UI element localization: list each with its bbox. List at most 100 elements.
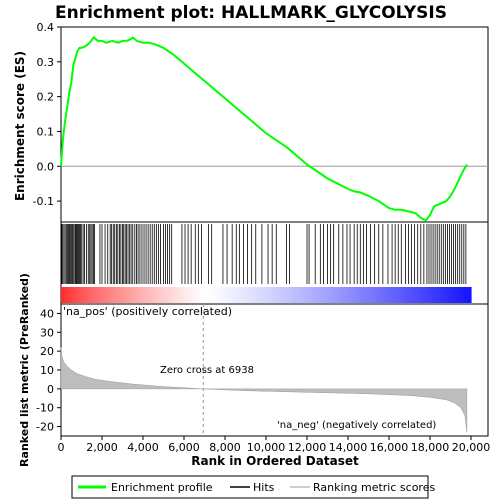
heat-cell: [214, 287, 219, 303]
heat-cell: [313, 287, 318, 303]
heat-cell: [184, 287, 189, 303]
heat-cell: [255, 287, 260, 303]
heat-cell: [146, 287, 151, 303]
metric-tick-label: 40: [40, 307, 54, 320]
heat-cell: [95, 287, 100, 303]
heat-cell: [402, 287, 407, 303]
metric-tick-label: 10: [40, 364, 54, 377]
heat-cell: [64, 287, 69, 303]
heat-cell: [320, 287, 325, 303]
pos-annotation: 'na_pos' (positively correlated): [63, 305, 232, 318]
x-tick-label: 16,000: [370, 441, 409, 454]
heat-cell: [307, 287, 312, 303]
heat-cell: [450, 287, 455, 303]
zero-cross-annotation: Zero cross at 6938: [160, 365, 254, 376]
heat-cell: [337, 287, 342, 303]
heat-cell: [426, 287, 431, 303]
heat-cell: [173, 287, 178, 303]
heat-cell: [423, 287, 428, 303]
heat-cell: [272, 287, 277, 303]
es-panel-frame: [60, 26, 489, 223]
heat-cell: [74, 287, 79, 303]
heat-cell: [443, 287, 448, 303]
heat-cell: [98, 287, 103, 303]
x-axis-ticks: 0 2,000 4,000 6,000 8,000 10,000 12,000 14,000 1…: [58, 436, 491, 454]
heat-cell: [242, 287, 247, 303]
heat-cell: [235, 287, 240, 303]
heat-cell: [460, 287, 465, 303]
heat-cell: [464, 287, 469, 303]
heat-cell: [129, 287, 134, 303]
heat-cell: [344, 287, 349, 303]
es-tick-label: 0.0: [37, 160, 55, 173]
heat-cell: [447, 287, 452, 303]
x-tick-label: 0: [58, 441, 65, 454]
heat-cell: [231, 287, 236, 303]
heat-cell: [108, 287, 113, 303]
legend-hits-label: Hits: [253, 481, 275, 494]
heat-cell: [389, 287, 394, 303]
heat-cell: [88, 287, 93, 303]
heat-cell: [125, 287, 130, 303]
heat-cell: [136, 287, 141, 303]
heat-cell: [286, 287, 291, 303]
heat-cell: [365, 287, 370, 303]
heat-cell: [279, 287, 284, 303]
es-y-ticks: 0.4 0.3 0.2 0.1 0.0 -0.1: [33, 21, 61, 208]
heat-cell: [341, 287, 346, 303]
es-tick-label: -0.1: [33, 195, 54, 208]
heat-cell: [406, 287, 411, 303]
heat-cell: [310, 287, 315, 303]
neg-annotation: 'na_neg' (negatively correlated): [277, 420, 436, 431]
rank-heatmap-bar: [61, 287, 472, 303]
x-tick-label: 14,000: [329, 441, 368, 454]
heat-cell: [252, 287, 257, 303]
heat-cell: [375, 287, 380, 303]
heat-cell: [324, 287, 329, 303]
metric-tick-label: 0: [47, 383, 54, 396]
heat-cell: [262, 287, 267, 303]
x-tick-label: 6,000: [168, 441, 200, 454]
heat-cell: [122, 287, 127, 303]
x-tick-label: 20,000: [452, 441, 491, 454]
heat-cell: [166, 287, 171, 303]
heat-cell: [300, 287, 305, 303]
heat-cell: [430, 287, 435, 303]
heat-cell: [194, 287, 199, 303]
heat-cell: [197, 287, 202, 303]
heat-cell: [160, 287, 165, 303]
heat-cell: [187, 287, 192, 303]
heat-cell: [115, 287, 120, 303]
heat-cell: [399, 287, 404, 303]
heat-cell: [84, 287, 89, 303]
heat-cell: [221, 287, 226, 303]
heat-cell: [78, 287, 83, 303]
heat-cell: [296, 287, 301, 303]
metric-y-axis-label: Ranked list metric (PreRanked): [18, 273, 31, 467]
es-tick-label: 0.2: [37, 91, 55, 104]
heat-cell: [317, 287, 322, 303]
heat-cell: [163, 287, 168, 303]
heat-cell: [170, 287, 175, 303]
legend-metric-label: Ranking metric scores: [313, 481, 435, 494]
heat-cell: [177, 287, 182, 303]
es-y-axis-label: Enrichment score (ES): [13, 51, 27, 201]
heat-cell: [139, 287, 144, 303]
x-tick-label: 4,000: [127, 441, 159, 454]
heat-cell: [436, 287, 441, 303]
heat-cell: [207, 287, 212, 303]
metric-y-ticks: 40 30 20 10 0 -10 -20: [36, 307, 61, 434]
metric-tick-label: 20: [40, 345, 54, 358]
heat-cell: [201, 287, 206, 303]
heat-cell: [190, 287, 195, 303]
heat-cell: [71, 287, 76, 303]
heat-cell: [112, 287, 117, 303]
heat-cell: [225, 287, 230, 303]
heat-cell: [303, 287, 308, 303]
hit-markers: [61, 224, 467, 284]
heat-cell: [105, 287, 110, 303]
heat-cell: [204, 287, 209, 303]
heat-cell: [153, 287, 158, 303]
heat-cell: [385, 287, 390, 303]
heat-cell: [156, 287, 161, 303]
